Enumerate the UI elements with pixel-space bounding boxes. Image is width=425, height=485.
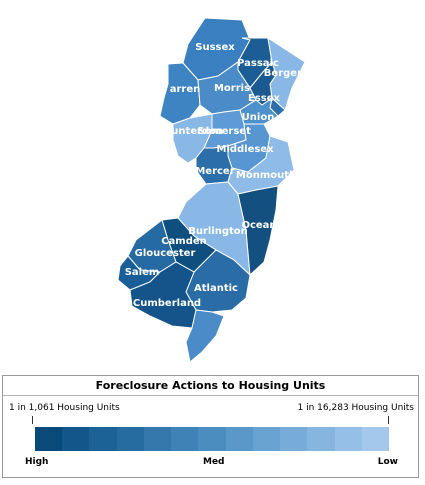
label-union: Union <box>242 112 275 123</box>
label-cumberland: Cumberland <box>133 298 201 309</box>
ramp-swatch <box>171 427 199 451</box>
label-camden: Camden <box>161 236 207 247</box>
label-bergen: Bergen <box>264 68 304 79</box>
label-mercer: Mercer <box>195 166 234 177</box>
label-burlington: Burlington <box>188 226 248 237</box>
label-salem: Salem <box>125 267 160 278</box>
legend-tick-left <box>32 416 33 424</box>
label-passaic: Passaic <box>237 58 279 69</box>
legend-title: Foreclosure Actions to Housing Units <box>3 376 418 396</box>
ramp-swatch <box>252 427 281 451</box>
label-monmouth: Monmouth <box>236 170 296 181</box>
ramp-swatch <box>62 427 90 451</box>
label-warren: arren <box>170 84 201 95</box>
label-ocean: Ocean <box>241 220 276 231</box>
range-low-label: 1 in 16,283 Housing Units <box>297 403 414 413</box>
label-atlantic: Atlantic <box>194 283 238 294</box>
label-middlesex: Middlesex <box>216 144 274 155</box>
ramp-swatch <box>361 427 390 451</box>
label-somerset: Somerset <box>197 126 251 137</box>
ramp-swatch <box>334 427 362 451</box>
legend-box: Foreclosure Actions to Housing Units 1 i… <box>2 375 419 478</box>
label-hunterdon: Hunterdon <box>163 126 223 137</box>
ramp-swatch <box>89 427 117 451</box>
ramp-swatch <box>116 427 144 451</box>
nj-county-map: Sussex Passaic Bergen arren Morris Essex… <box>117 17 306 363</box>
ramp-swatch <box>280 427 308 451</box>
ramp-swatch <box>143 427 172 451</box>
legend-med-label: Med <box>203 457 225 467</box>
ramp-swatch <box>35 427 63 451</box>
label-essex: Essex <box>248 93 281 104</box>
label-gloucester: Gloucester <box>135 248 196 259</box>
label-morris: Morris <box>214 83 250 94</box>
county-cumberland[interactable] <box>129 261 197 329</box>
range-high-label: 1 in 1,061 Housing Units <box>9 403 120 413</box>
ramp-swatch <box>198 427 226 451</box>
county-cape-may[interactable] <box>185 309 225 363</box>
label-sussex: Sussex <box>195 42 235 53</box>
ramp-swatch <box>225 427 253 451</box>
color-ramp <box>35 427 390 451</box>
legend-low-label: Low <box>377 457 398 467</box>
county-ocean[interactable] <box>237 185 279 277</box>
ramp-swatch <box>307 427 335 451</box>
legend-high-label: High <box>25 457 49 467</box>
county-mercer[interactable] <box>195 145 233 185</box>
legend-tick-right <box>388 416 389 424</box>
